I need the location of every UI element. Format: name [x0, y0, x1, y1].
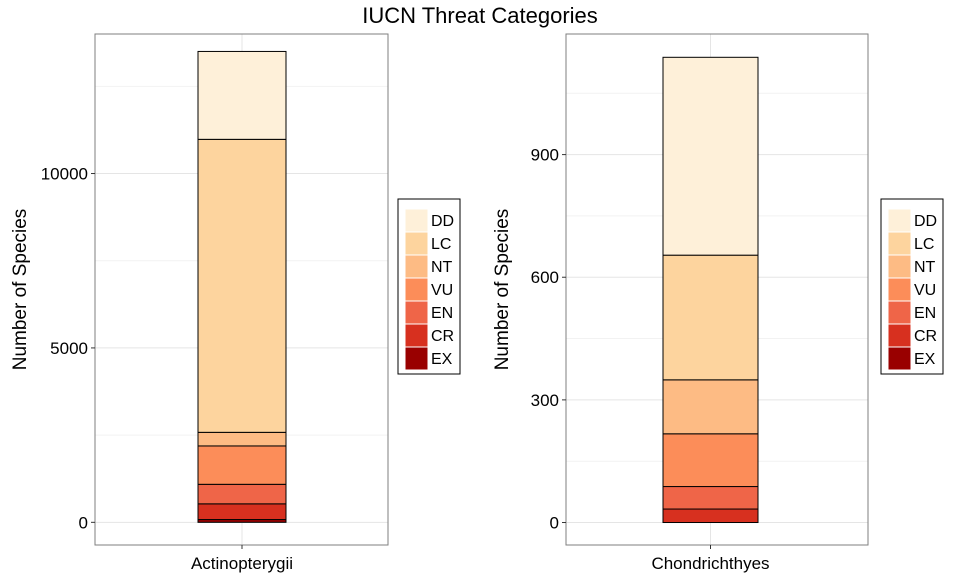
legend-label: EN: [914, 305, 936, 322]
bar-segment-lc: [662, 254, 759, 381]
legend-label: LC: [431, 236, 451, 253]
legend-key-ex: [404, 346, 429, 371]
legend-key-ex: [887, 346, 912, 371]
bar-segment-vu: [197, 445, 287, 485]
bar-segment-dd: [197, 50, 287, 140]
bar-segment-cr: [197, 503, 287, 521]
legend-key-en: [887, 300, 912, 325]
legend-key-lc: [404, 231, 429, 256]
legend-key-vu: [404, 277, 429, 302]
y-tick-label: 5000: [50, 339, 88, 358]
chart-panels: 0 5000 10000 Actinopterygii Number of Specie…: [10, 33, 944, 573]
x-tick-label: Actinopterygii: [191, 554, 293, 573]
bar-segment-vu: [662, 433, 759, 488]
y-tick-label: 900: [531, 146, 559, 165]
legend-label: EX: [914, 351, 936, 368]
legend: DD LC NT VU EN CR EX: [880, 198, 944, 375]
legend-label: DD: [431, 213, 454, 230]
y-tick-label: 0: [550, 514, 559, 533]
y-tick-label: 10000: [41, 165, 88, 184]
legend-label: NT: [431, 259, 453, 276]
bar-segment-nt: [197, 431, 287, 447]
legend-key-dd: [404, 208, 429, 233]
legend-label: VU: [914, 282, 936, 299]
y-tick-label: 600: [531, 268, 559, 287]
legend-key-lc: [887, 231, 912, 256]
y-axis-label: Number of Species: [492, 209, 513, 371]
bar-segment-en: [197, 483, 287, 505]
bar-segment-en: [662, 486, 759, 510]
chart-panel-2: 0 300 600 900 Chondrichthyes Number of Specie…: [492, 33, 944, 573]
chart-panel-1: 0 5000 10000 Actinopterygii Number of Specie…: [10, 33, 461, 573]
legend-label: LC: [914, 236, 934, 253]
panel-border: [565, 33, 869, 546]
legend: DD LC NT VU EN CR EX: [397, 198, 461, 375]
y-axis-label: Number of Species: [10, 209, 31, 371]
bar-segment-nt: [662, 379, 759, 435]
legend-label: EN: [431, 305, 453, 322]
legend-key-en: [404, 300, 429, 325]
legend-label: CR: [914, 328, 937, 345]
legend-key-dd: [887, 208, 912, 233]
legend-label: VU: [431, 282, 453, 299]
legend-key-vu: [887, 277, 912, 302]
x-tick-label: Chondrichthyes: [651, 554, 769, 573]
legend-label: DD: [914, 213, 937, 230]
legend-label: CR: [431, 328, 454, 345]
legend-key-cr: [887, 323, 912, 348]
bar-segment-cr: [662, 508, 759, 524]
legend-label: EX: [431, 351, 453, 368]
y-tick-label: 300: [531, 391, 559, 410]
legend-key-nt: [887, 254, 912, 279]
legend-key-nt: [404, 254, 429, 279]
bar-segment-lc: [197, 138, 287, 433]
y-tick-label: 0: [79, 513, 88, 532]
chart-title: IUCN Threat Categories: [362, 3, 598, 28]
legend-label: NT: [914, 259, 936, 276]
bar-segment-dd: [662, 56, 759, 256]
legend-key-cr: [404, 323, 429, 348]
